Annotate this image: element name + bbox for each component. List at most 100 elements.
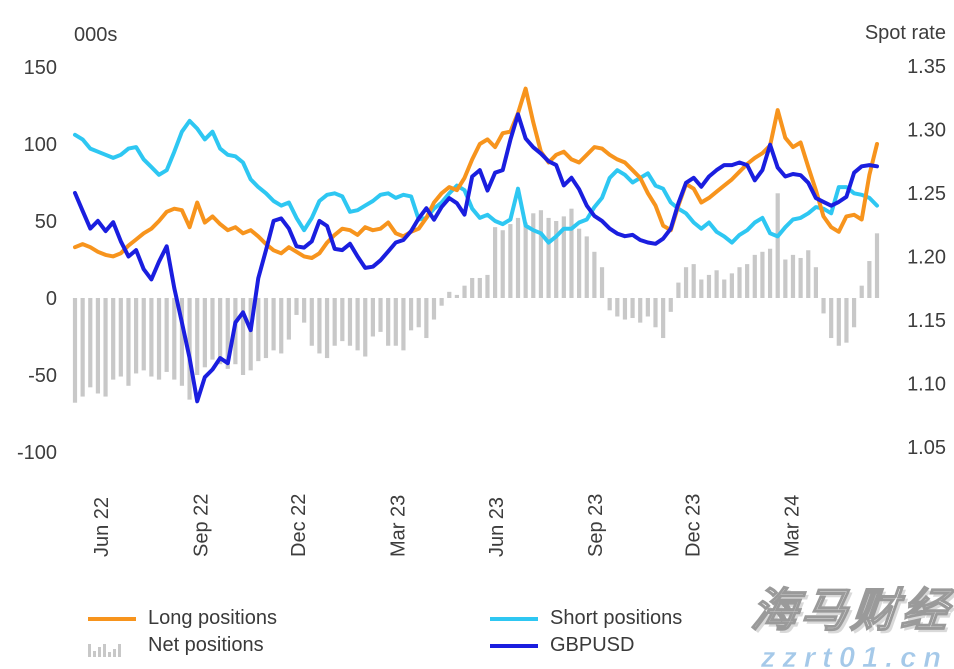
legend-item-gbpusd: GBPUSD xyxy=(490,634,634,657)
gbpusd-line xyxy=(73,112,879,404)
net-positions-bar xyxy=(447,291,452,298)
net-positions-bar xyxy=(775,193,780,298)
net-positions-bar xyxy=(416,298,421,328)
left-axis-title: 000s xyxy=(74,24,118,46)
net-positions-bar xyxy=(691,264,696,298)
net-positions-bars-swatch xyxy=(88,635,136,657)
net-positions-bar xyxy=(462,285,467,298)
net-positions-bar xyxy=(676,282,681,298)
x-axis-tick: Mar 23 xyxy=(388,495,410,557)
left-axis-tick: -50 xyxy=(28,365,57,387)
net-positions-bar xyxy=(821,298,826,314)
net-positions-bar xyxy=(424,298,429,339)
net-positions-bar xyxy=(279,298,284,354)
x-axis-tick: Sep 22 xyxy=(190,494,212,557)
net-positions-bar xyxy=(111,298,116,380)
net-positions-bar xyxy=(569,208,574,298)
net-positions-bar xyxy=(248,298,253,371)
net-positions-bar xyxy=(454,294,460,298)
net-positions-bar xyxy=(699,279,704,298)
net-positions-bar xyxy=(523,222,528,298)
net-positions-bar xyxy=(561,216,566,298)
net-positions-bar xyxy=(195,298,200,375)
left-axis-tick: 50 xyxy=(35,211,57,233)
net-positions-bar xyxy=(653,298,658,328)
net-positions-bar xyxy=(615,298,620,317)
net-positions-bar xyxy=(210,298,215,360)
net-positions-bar xyxy=(286,298,291,340)
net-positions-bar xyxy=(103,298,108,397)
net-positions-bar xyxy=(760,251,765,298)
legend-label: Net positions xyxy=(148,634,264,656)
net-positions-bar xyxy=(332,298,337,346)
net-positions-bar xyxy=(355,298,360,351)
left-axis-tick: 100 xyxy=(24,134,57,156)
net-positions-bar xyxy=(790,254,796,298)
net-positions-bar xyxy=(661,298,666,339)
net-positions-bar xyxy=(179,298,185,386)
net-positions-bar xyxy=(218,298,223,365)
net-positions-bar xyxy=(172,298,177,380)
x-axis-tick: Mar 24 xyxy=(781,495,803,557)
gbpusd-line-swatch xyxy=(490,643,538,648)
net-positions-bar xyxy=(149,298,154,377)
net-positions-bar xyxy=(363,298,368,357)
net-positions-bar xyxy=(538,210,544,298)
net-positions-bar xyxy=(263,298,269,359)
net-positions-bar xyxy=(431,298,437,320)
net-positions-bar xyxy=(783,259,788,298)
net-positions-bar xyxy=(126,298,131,386)
short-positions-line-swatch xyxy=(490,616,538,621)
right-axis-tick: 1.30 xyxy=(907,120,946,142)
right-axis-tick: 1.10 xyxy=(907,374,946,396)
net-positions-bar xyxy=(622,298,628,320)
x-axis-tick: Sep 23 xyxy=(585,494,607,557)
net-positions-bar xyxy=(577,228,582,298)
net-positions-bar xyxy=(439,298,444,306)
net-positions-bar xyxy=(798,257,803,298)
left-axis-tick: 0 xyxy=(46,288,57,310)
net-positions-bar xyxy=(271,298,276,351)
long-positions-line xyxy=(73,86,879,260)
net-positions-bar xyxy=(401,298,406,351)
net-positions-bar xyxy=(874,233,880,298)
legend-label: Long positions xyxy=(148,607,277,629)
net-positions-bar xyxy=(72,298,78,403)
short-positions-line xyxy=(73,118,879,245)
net-positions-bar xyxy=(668,298,673,312)
net-positions-bar xyxy=(302,298,307,323)
net-positions-bar xyxy=(531,213,536,298)
net-positions-bar xyxy=(347,298,353,346)
net-positions-bar xyxy=(164,298,169,372)
net-positions-bar xyxy=(340,298,345,342)
net-positions-bar xyxy=(309,298,314,346)
net-positions-bar xyxy=(324,298,330,359)
net-positions-bar xyxy=(806,250,811,298)
net-positions-bar xyxy=(95,298,101,394)
net-positions-bar xyxy=(202,298,207,368)
net-positions-bar xyxy=(492,227,498,298)
net-positions-bar xyxy=(645,298,650,317)
net-positions-bar xyxy=(485,274,490,298)
net-positions-bar xyxy=(80,298,85,397)
net-positions-bar xyxy=(729,273,734,298)
net-positions-bar xyxy=(294,298,299,315)
right-axis-tick: 1.20 xyxy=(907,247,946,269)
net-positions-bar xyxy=(859,285,864,298)
net-positions-bar xyxy=(722,279,727,298)
net-positions-bar xyxy=(829,298,834,339)
net-positions-bar xyxy=(118,298,123,377)
left-axis-tick: -100 xyxy=(17,442,57,464)
net-positions-bar xyxy=(156,298,162,380)
net-positions-bar xyxy=(317,298,322,354)
net-positions-bar xyxy=(240,298,246,375)
left-axis-tick: 150 xyxy=(24,57,57,79)
net-positions-bar xyxy=(256,298,261,362)
net-positions-bar xyxy=(500,230,505,298)
net-positions-bar xyxy=(737,267,742,298)
x-axis-tick: Jun 22 xyxy=(91,497,113,557)
right-axis-tick: 1.35 xyxy=(907,56,946,78)
net-positions-bar xyxy=(844,298,849,343)
net-positions-bar xyxy=(630,298,635,319)
